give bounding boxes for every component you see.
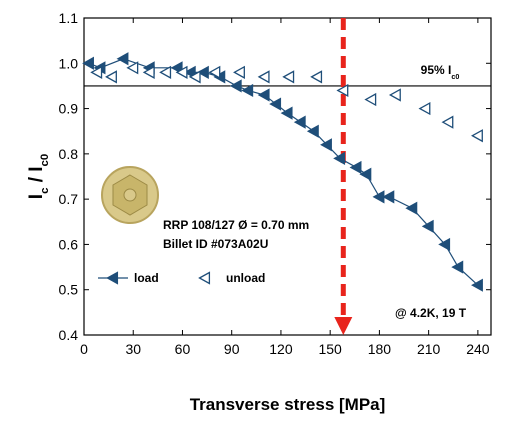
x-tick-label: 150 [318,341,342,357]
x-tick-label: 210 [417,341,441,357]
data-point [126,61,139,75]
reference-label: 95% Ic0 [421,63,460,81]
data-point [105,70,117,84]
y-tick-label: 0.4 [59,327,79,343]
data-point [364,92,377,107]
y-tick-label: 0.6 [59,236,79,252]
data-point [159,65,172,79]
annotation: RRP 108/127 Ø = 0.70 mm [163,218,309,232]
y-tick-label: 0.8 [59,146,79,162]
data-point [82,56,94,70]
y-tick-label: 0.9 [59,101,79,117]
x-tick-label: 120 [269,341,293,357]
x-tick-label: 0 [80,341,88,357]
data-point [280,106,293,120]
data-point [349,160,362,175]
data-point [257,70,270,84]
data-point [175,65,188,79]
data-point [441,115,454,129]
data-point [388,88,401,102]
plot-frame [83,17,492,336]
data-point [405,201,418,215]
legend-label: load [134,271,159,285]
data-point [333,151,346,165]
data-point [241,83,254,98]
y-tick-label: 0.5 [59,282,79,298]
data-point [451,260,464,274]
data-point [359,167,372,181]
annotation: Billet ID #073A02U [163,237,268,251]
data-point [293,115,306,129]
text-run: I [26,194,47,199]
data-point [421,219,434,233]
text-run: 95% I [421,63,452,77]
data-point [418,101,431,116]
y-tick-label: 0.7 [59,191,79,207]
legend-marker [106,271,119,285]
x-tick-label: 180 [368,341,392,357]
data-point [310,70,323,84]
data-point [269,97,282,111]
y-tick-label: 1.0 [59,55,79,71]
y-tick-label: 1.1 [59,10,79,26]
arrow-head [334,317,353,335]
data-point [471,129,483,143]
text-run: / I [26,166,47,187]
data-point [282,70,295,84]
data-point [471,278,483,292]
data-point [208,65,221,79]
annotation: @ 4.2K, 19 T [395,306,467,320]
text-run: c0 [451,71,459,80]
x-axis-label: Transverse stress [MPa] [190,395,386,414]
data-point [229,79,242,93]
data-point [116,52,129,66]
text-run: c0 [39,154,51,167]
data-point [438,237,451,252]
wire-center [123,188,137,202]
data-point [336,83,349,98]
x-tick-label: 240 [466,341,490,357]
text-run: c [39,188,51,194]
data-point [306,124,319,138]
data-point [90,65,103,79]
data-point [382,190,395,204]
data-point [320,138,332,152]
data-point [196,65,209,79]
y-axis-label: Ic / Ic0 [26,154,51,199]
x-tick-label: 60 [175,341,191,357]
legend-label: unload [226,271,265,285]
data-point [372,190,385,204]
data-point [257,88,270,102]
data-point [188,70,201,84]
x-tick-label: 90 [224,341,240,357]
legend-marker [198,271,211,285]
x-tick-label: 30 [125,341,141,357]
data-point [233,65,245,79]
data-point [142,65,155,79]
